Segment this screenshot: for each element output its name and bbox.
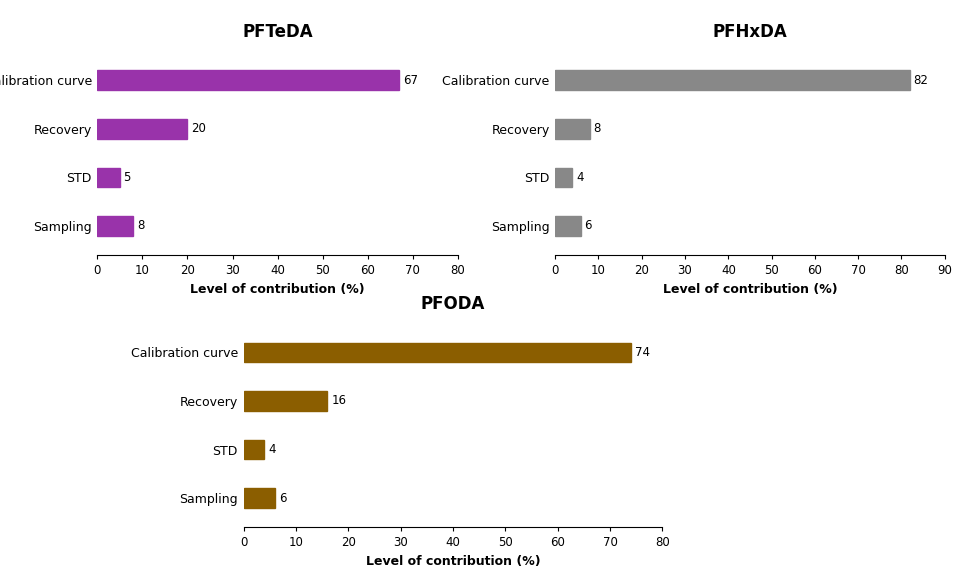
Bar xyxy=(97,119,187,138)
Title: PFHxDA: PFHxDA xyxy=(713,23,787,41)
Bar xyxy=(97,216,133,236)
Text: 82: 82 xyxy=(914,74,928,87)
Bar xyxy=(244,342,631,362)
X-axis label: Level of contribution (%): Level of contribution (%) xyxy=(365,555,541,567)
Text: 4: 4 xyxy=(269,443,277,456)
Bar xyxy=(97,70,399,90)
Text: 67: 67 xyxy=(403,74,418,87)
Title: PFTeDA: PFTeDA xyxy=(243,23,313,41)
Bar xyxy=(555,119,590,138)
Bar xyxy=(555,168,573,187)
Bar xyxy=(244,440,264,459)
Text: 5: 5 xyxy=(124,171,131,184)
Text: 6: 6 xyxy=(280,492,286,505)
Bar xyxy=(555,216,581,236)
Bar xyxy=(555,70,910,90)
X-axis label: Level of contribution (%): Level of contribution (%) xyxy=(662,283,838,296)
Bar xyxy=(97,168,120,187)
Text: 8: 8 xyxy=(137,219,144,232)
Text: 4: 4 xyxy=(576,171,583,184)
Text: 16: 16 xyxy=(331,395,347,408)
Text: 8: 8 xyxy=(593,122,601,136)
Title: PFODA: PFODA xyxy=(421,295,485,314)
Bar xyxy=(244,488,275,508)
Bar xyxy=(244,391,327,411)
Text: 74: 74 xyxy=(635,346,650,359)
Text: 6: 6 xyxy=(584,219,592,232)
Text: 20: 20 xyxy=(191,122,206,136)
X-axis label: Level of contribution (%): Level of contribution (%) xyxy=(190,283,365,296)
